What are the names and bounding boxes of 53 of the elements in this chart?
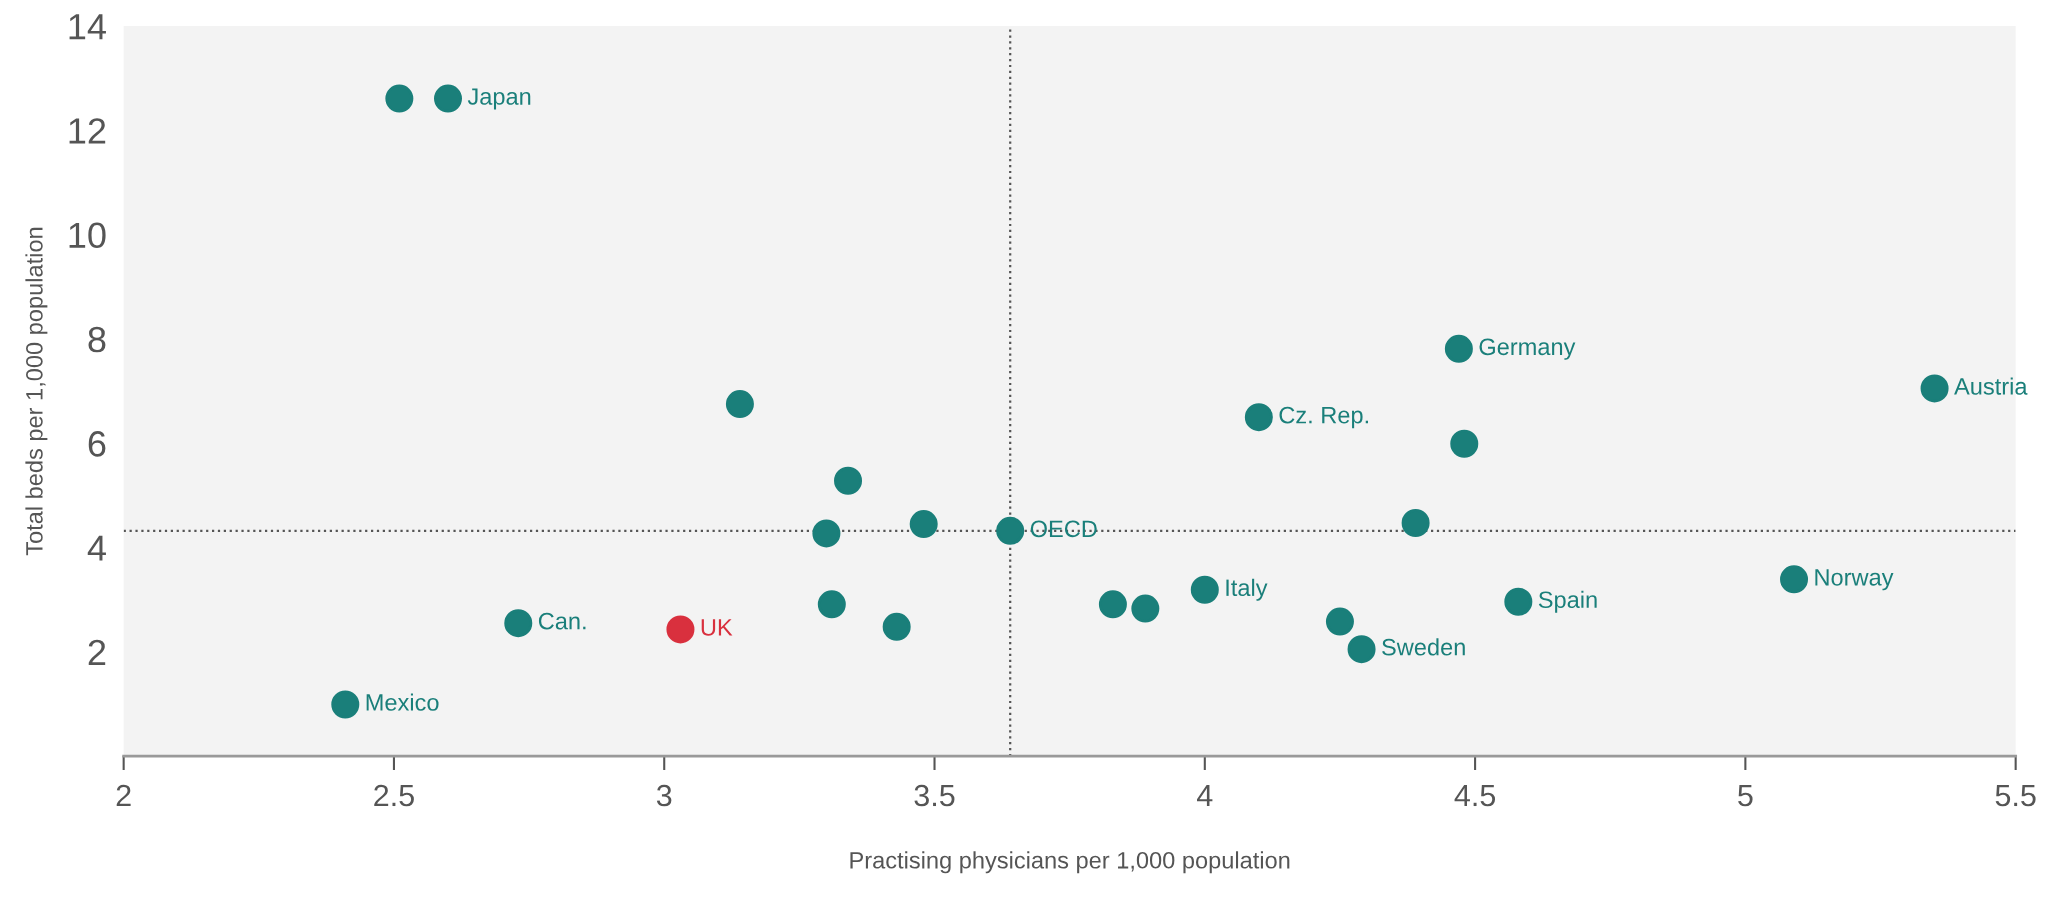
y-tick-label: 14 bbox=[69, 14, 106, 40]
point bbox=[1325, 607, 1354, 636]
point bbox=[1780, 565, 1809, 594]
point bbox=[1347, 635, 1376, 664]
point bbox=[1450, 429, 1479, 458]
x-tick-label: 3 bbox=[656, 784, 672, 807]
annotation: Norway bbox=[1815, 569, 1894, 591]
x-tick-label: 4.5 bbox=[1454, 785, 1496, 807]
annotation: Cz. Rep. bbox=[1279, 406, 1368, 429]
point bbox=[817, 590, 846, 619]
point bbox=[882, 612, 911, 641]
y-axis-title: Total beds per 1,000 population bbox=[25, 227, 48, 556]
annotation: Germany bbox=[1479, 338, 1576, 360]
point bbox=[1244, 403, 1273, 432]
point bbox=[834, 466, 863, 495]
annotation: Mexico bbox=[366, 693, 439, 711]
y-tick-label: 8 bbox=[88, 326, 106, 353]
point bbox=[1190, 575, 1219, 604]
annotation: Sweden bbox=[1382, 638, 1465, 656]
x-tick-label: 3.5 bbox=[914, 784, 955, 807]
annotation: Can. bbox=[538, 612, 586, 630]
x-tick-label: 5.5 bbox=[1995, 785, 2036, 807]
x-tick-label: 2.5 bbox=[374, 784, 414, 807]
annotation: OECD bbox=[1030, 520, 1097, 538]
annotation: Austria bbox=[1954, 377, 2028, 395]
point bbox=[385, 84, 414, 113]
x-axis-title: Practising physicians per 1,000 population bbox=[850, 851, 1290, 874]
point bbox=[666, 615, 695, 644]
x-tick-label: 5 bbox=[1738, 785, 1753, 807]
point bbox=[504, 609, 533, 638]
y-tick-label: 4 bbox=[87, 535, 106, 561]
x-tick-label: 4 bbox=[1197, 785, 1213, 807]
point bbox=[1444, 334, 1473, 363]
y-tick-label: 10 bbox=[69, 222, 106, 249]
x-tick-label: 2 bbox=[116, 784, 131, 807]
point bbox=[996, 516, 1025, 545]
annotation: Italy bbox=[1226, 578, 1268, 601]
point bbox=[909, 510, 938, 539]
point bbox=[1131, 594, 1160, 623]
series-label: UK bbox=[701, 619, 733, 636]
point bbox=[1098, 590, 1127, 619]
point bbox=[1401, 509, 1430, 538]
y-tick-label: 12 bbox=[69, 118, 106, 144]
annotation: Spain bbox=[1538, 590, 1597, 613]
annotation: Japan bbox=[467, 88, 531, 110]
point bbox=[331, 690, 360, 719]
y-tick-label: 6 bbox=[88, 431, 106, 457]
point bbox=[434, 84, 463, 113]
point bbox=[1920, 374, 1949, 403]
point bbox=[725, 390, 754, 419]
point bbox=[1504, 587, 1533, 616]
point bbox=[812, 519, 841, 548]
y-tick-label: 2 bbox=[88, 639, 106, 665]
